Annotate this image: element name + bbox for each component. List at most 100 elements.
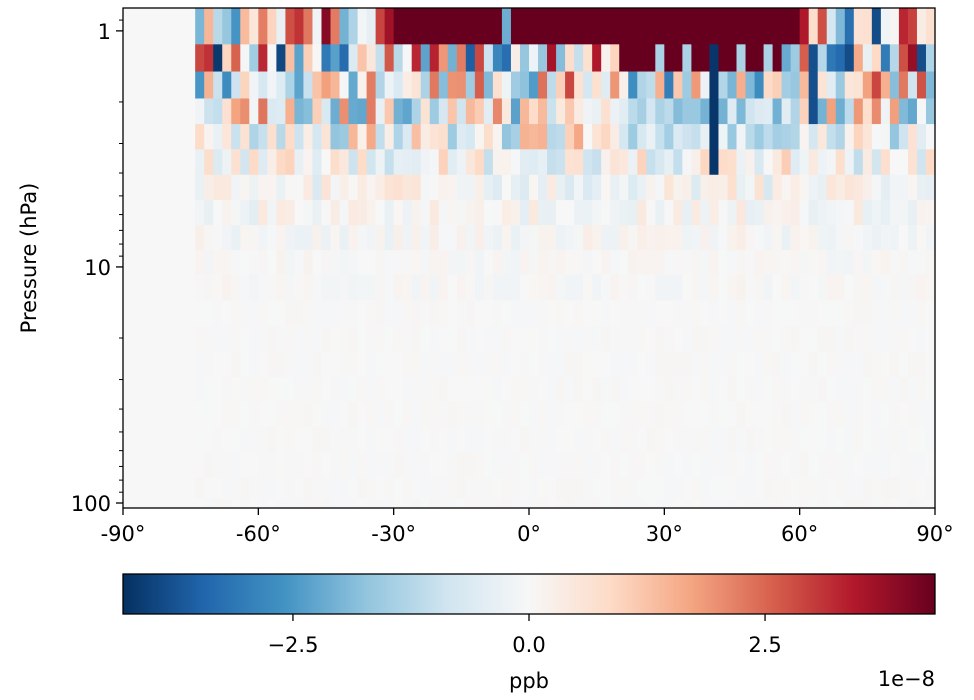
heatmap-cell [330, 225, 341, 251]
heatmap-cell [682, 8, 692, 45]
heatmap-cell [231, 351, 241, 378]
heatmap-cell [339, 250, 350, 275]
heatmap-cell [501, 174, 512, 201]
heatmap-cell [745, 300, 756, 328]
heatmap-cell [492, 200, 503, 226]
heatmap-cell [817, 44, 828, 73]
heatmap-cell [294, 498, 305, 509]
heatmap-cell [601, 98, 611, 125]
heatmap-cell [438, 452, 449, 479]
heatmap-cell [799, 8, 810, 45]
heatmap-cell [664, 326, 674, 353]
heatmap-cell [123, 44, 133, 73]
heatmap-cell [907, 274, 918, 301]
colorbar-offset-label: 1e−8 [878, 667, 935, 691]
heatmap-cell [745, 498, 756, 509]
heatmap-cell [447, 124, 458, 150]
heatmap-cell [583, 452, 593, 479]
heatmap-cell [474, 8, 485, 45]
heatmap-cell [862, 174, 873, 201]
heatmap-cell [736, 351, 747, 378]
heatmap-cell [565, 149, 575, 176]
heatmap-cell [186, 44, 196, 73]
heatmap-cell [285, 174, 296, 201]
heatmap-cell [240, 44, 250, 73]
heatmap-cell [799, 452, 810, 479]
heatmap-cell [610, 8, 620, 45]
heatmap-cell [303, 401, 314, 428]
heatmap-cell [366, 477, 377, 500]
heatmap-cell [907, 377, 918, 403]
heatmap-cell [556, 250, 566, 275]
heatmap-cell [916, 98, 927, 125]
heatmap-cell [168, 300, 178, 328]
heatmap-cell [799, 98, 810, 125]
heatmap-cell [565, 326, 575, 353]
heatmap-cell [240, 200, 250, 226]
heatmap-cell [574, 71, 584, 100]
heatmap-cell [231, 498, 241, 509]
heatmap-cell [673, 225, 683, 251]
heatmap-cell [826, 225, 837, 251]
heatmap-cell [727, 250, 738, 275]
heatmap-cell [429, 498, 440, 509]
heatmap-cell [393, 8, 404, 45]
heatmap-cell [907, 174, 918, 201]
heatmap-cell [339, 326, 350, 353]
heatmap-cell [141, 326, 151, 353]
heatmap-cell [736, 44, 747, 73]
heatmap-cell [510, 98, 521, 125]
heatmap-cell [925, 452, 936, 479]
heatmap-cell [492, 401, 503, 428]
heatmap-cell [159, 149, 169, 176]
heatmap-cell [420, 274, 431, 301]
heatmap-cell [880, 225, 891, 251]
heatmap-cell [186, 401, 196, 428]
heatmap-cell [204, 149, 214, 176]
heatmap-cell [501, 200, 512, 226]
heatmap-cell [159, 174, 169, 201]
heatmap-cell [682, 274, 692, 301]
heatmap-cell [898, 149, 909, 176]
heatmap-cell [384, 98, 395, 125]
heatmap-cell [456, 250, 467, 275]
heatmap-cell [492, 225, 503, 251]
heatmap-cell [303, 8, 314, 45]
heatmap-cell [871, 477, 882, 500]
heatmap-cell [898, 377, 909, 403]
heatmap-cell [465, 326, 476, 353]
heatmap-cell [348, 44, 359, 73]
heatmap-cell [610, 174, 620, 201]
heatmap-cell [474, 250, 485, 275]
heatmap-cell [628, 498, 638, 509]
heatmap-cell [186, 124, 196, 150]
heatmap-cell [420, 326, 431, 353]
heatmap-cell [601, 401, 611, 428]
heatmap-cell [276, 377, 286, 403]
heatmap-cell [907, 300, 918, 328]
heatmap-cell [510, 401, 521, 428]
heatmap-cell [601, 452, 611, 479]
heatmap-cell [907, 8, 918, 45]
heatmap-cell [321, 452, 332, 479]
heatmap-cell [303, 174, 314, 201]
heatmap-cell [547, 44, 557, 73]
heatmap-cell [610, 44, 620, 73]
heatmap-cell [871, 200, 882, 226]
heatmap-cell [231, 477, 241, 500]
heatmap-cell [195, 498, 205, 509]
heatmap-cell [871, 98, 882, 125]
heatmap-cell [619, 351, 629, 378]
heatmap-cell [465, 477, 476, 500]
heatmap-cell [889, 452, 900, 479]
heatmap-cell [745, 351, 756, 378]
heatmap-cell [646, 426, 656, 453]
heatmap-cell [420, 477, 431, 500]
heatmap-cell [141, 498, 151, 509]
heatmap-cell [204, 401, 214, 428]
heatmap-cell [529, 44, 539, 73]
heatmap-cell [420, 426, 431, 453]
heatmap-cell [628, 401, 638, 428]
heatmap-cell [889, 498, 900, 509]
heatmap-cell [375, 124, 386, 150]
